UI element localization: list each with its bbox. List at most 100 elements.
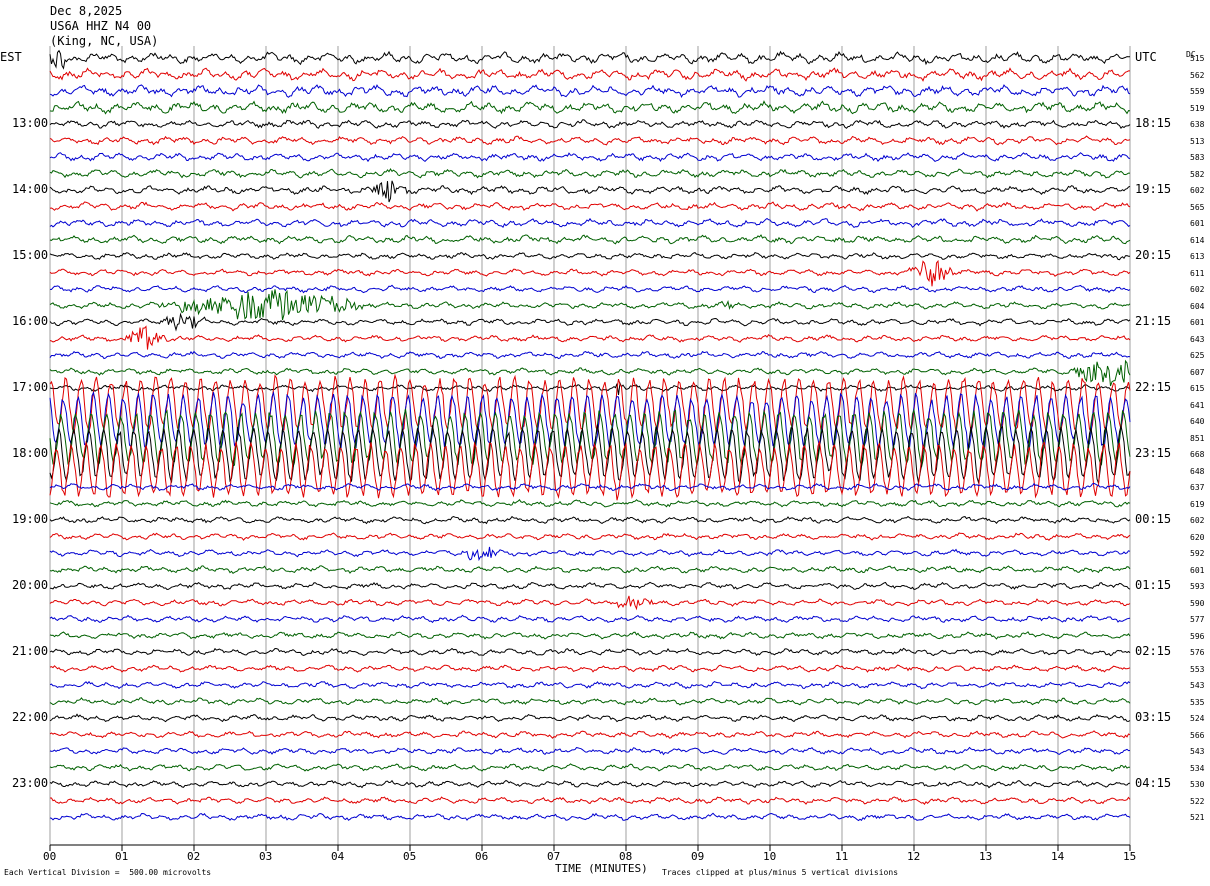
trace-row-41 [49, 730, 1131, 739]
right-hour-label: 21:15 [1135, 314, 1172, 328]
trace-row-18 [49, 350, 1131, 360]
dc-offset-row-7: 582 [1190, 169, 1205, 179]
dc-offset-row-38: 543 [1190, 681, 1205, 690]
trace-row-13 [49, 259, 1131, 287]
trace-row-32 [49, 581, 1131, 591]
dc-offset-row-39: 535 [1190, 697, 1205, 707]
left-hour-label: 13:00 [12, 116, 49, 130]
trace-row-37 [49, 664, 1131, 673]
dc-offset-row-30: 592 [1190, 549, 1205, 558]
dc-offset-row-45: 522 [1190, 796, 1205, 806]
dc-offset-row-24: 668 [1190, 450, 1205, 459]
x-tick-label-15: 15 [1123, 850, 1137, 863]
x-tick-label-05: 05 [403, 850, 417, 863]
trace-row-0 [49, 49, 1131, 70]
dc-offset-row-36: 576 [1190, 648, 1205, 657]
x-tick-label-00: 00 [43, 850, 57, 863]
dc-offset-row-8: 602 [1190, 186, 1205, 195]
right-hour-label: 03:15 [1135, 710, 1172, 724]
dc-offset-row-25: 648 [1190, 466, 1205, 476]
trace-row-22 [49, 390, 1131, 452]
trace-row-1 [49, 67, 1130, 82]
dc-offset-row-34: 577 [1190, 615, 1205, 624]
trace-row-39 [49, 697, 1131, 706]
left-hour-label: 22:00 [12, 710, 49, 724]
trace-row-15 [49, 289, 1131, 321]
trace-row-46 [49, 812, 1131, 822]
trace-row-34 [49, 614, 1131, 624]
left-hour-label: 20:00 [12, 578, 49, 592]
dc-offset-row-31: 601 [1190, 565, 1205, 575]
trace-row-14 [49, 284, 1131, 294]
left-hour-label: 14:00 [12, 182, 49, 196]
trace-row-8 [49, 180, 1131, 203]
dc-offset-row-40: 524 [1190, 714, 1205, 723]
dc-offset-row-14: 602 [1190, 285, 1205, 294]
trace-row-5 [49, 135, 1131, 146]
trace-row-30 [49, 546, 1131, 562]
dc-offset-row-19: 607 [1190, 367, 1205, 377]
trace-row-23 [49, 408, 1131, 468]
dc-offset-row-11: 614 [1190, 235, 1205, 245]
x-tick-label-07: 07 [547, 850, 561, 863]
right-hour-label: 19:15 [1135, 182, 1172, 196]
dc-offset-row-26: 637 [1190, 483, 1205, 492]
location-label: (King, NC, USA) [50, 34, 159, 48]
dc-offset-row-1: 562 [1190, 70, 1205, 80]
dc-offset-row-13: 611 [1190, 268, 1205, 278]
x-tick-label-08: 08 [619, 850, 633, 863]
trace-row-40 [49, 713, 1131, 723]
right-hour-label: 02:15 [1135, 644, 1172, 658]
dc-offset-row-46: 521 [1190, 813, 1205, 822]
x-tick-label-04: 04 [331, 850, 345, 863]
dc-offset-row-3: 519 [1190, 103, 1205, 113]
dc-label: DC [1186, 50, 1196, 59]
x-tick-label-14: 14 [1051, 850, 1065, 863]
dc-offset-row-20: 615 [1190, 384, 1205, 393]
trace-row-9 [49, 201, 1131, 212]
dc-offset-row-10: 601 [1190, 219, 1205, 228]
trace-row-43 [49, 763, 1130, 772]
dc-offset-row-16: 601 [1190, 318, 1205, 327]
x-tick-label-11: 11 [835, 850, 849, 863]
trace-row-27 [49, 499, 1131, 508]
dc-offset-row-29: 620 [1190, 532, 1205, 542]
seismic-traces [49, 49, 1131, 822]
left-timezone-label: EST [0, 50, 22, 64]
dc-offset-row-32: 593 [1190, 582, 1205, 591]
right-hour-label: UTC [1135, 50, 1157, 64]
dc-offset-row-37: 553 [1190, 664, 1205, 674]
trace-row-11 [49, 234, 1131, 245]
trace-row-31 [49, 565, 1131, 574]
x-axis-ticks [49, 845, 1131, 851]
x-tick-label-12: 12 [907, 850, 921, 863]
trace-row-17 [49, 325, 1131, 350]
dc-offset-row-28: 602 [1190, 516, 1205, 525]
trace-row-19 [49, 359, 1131, 387]
trace-row-2 [49, 84, 1131, 99]
trace-row-29 [49, 532, 1131, 541]
x-tick-label-10: 10 [763, 850, 777, 863]
right-hour-label: 01:15 [1135, 578, 1172, 592]
clip-note: Traces clipped at plus/minus 5 vertical … [662, 868, 899, 877]
left-hour-label: 19:00 [12, 512, 49, 526]
dc-offset-row-2: 559 [1190, 87, 1205, 96]
right-hour-label: 04:15 [1135, 776, 1172, 790]
dc-offset-row-35: 596 [1190, 631, 1205, 641]
x-tick-label-09: 09 [691, 850, 705, 863]
station-label: US6A HHZ N4 00 [50, 19, 152, 33]
dc-offset-row-12: 613 [1190, 252, 1205, 261]
dc-offset-row-18: 625 [1190, 351, 1205, 360]
trace-row-7 [49, 168, 1130, 179]
right-hour-label: 23:15 [1135, 446, 1172, 460]
scale-note: Each Vertical Division = 500.00 microvol… [4, 868, 212, 877]
x-tick-label-06: 06 [475, 850, 489, 863]
left-hour-label: 18:00 [12, 446, 49, 460]
right-hour-label: 22:15 [1135, 380, 1172, 394]
dc-offset-row-27: 619 [1190, 499, 1205, 509]
dc-offset-row-43: 534 [1190, 763, 1205, 773]
trace-row-4 [49, 119, 1131, 130]
trace-row-28 [49, 515, 1131, 525]
left-hour-label: 15:00 [12, 248, 49, 262]
